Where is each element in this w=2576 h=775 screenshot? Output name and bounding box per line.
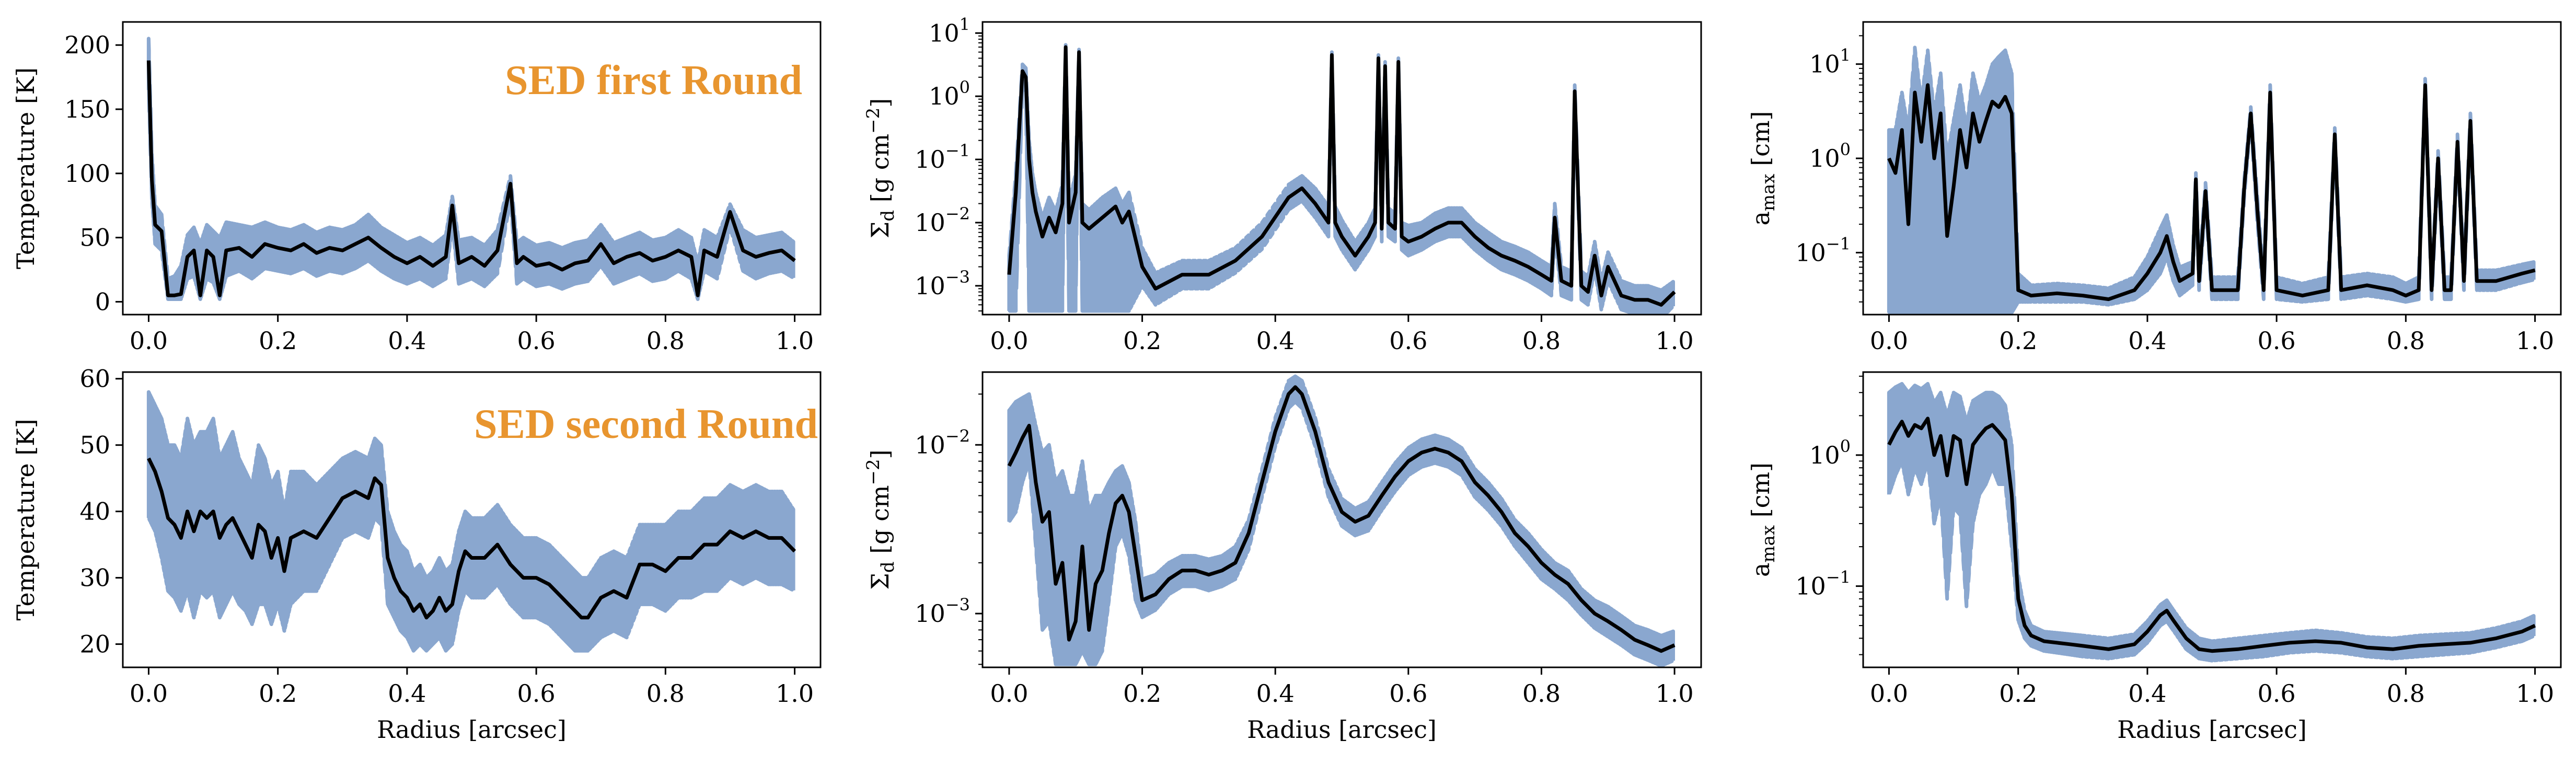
x-tick-label: 0.4 — [2128, 327, 2166, 355]
x-tick-label: 0.6 — [1389, 679, 1427, 708]
x-tick-label: 0.6 — [1389, 327, 1427, 355]
y-axis-label: Σd [g cm−2] — [863, 449, 898, 589]
x-tick-label: 0.4 — [1256, 679, 1295, 708]
x-tick-label: 0.0 — [990, 679, 1028, 708]
y-tick-label: 100 — [1809, 140, 1851, 172]
panel-p22: 0.0 0.2 0.4 0.6 0.8 1.0 10−3 10−2 Σd [g cm−2] Rad… — [863, 371, 1702, 744]
model-line — [1887, 83, 2536, 302]
y-tick-label: 10−1 — [915, 141, 970, 173]
x-tick-label: 0.4 — [2128, 679, 2166, 708]
x-tick-label: 0.4 — [388, 327, 426, 355]
x-tick-label: 1.0 — [1655, 679, 1693, 708]
x-tick-label: 0.4 — [1256, 327, 1295, 355]
x-tick-label: 0.4 — [388, 679, 426, 708]
y-tick-label: 10−3 — [915, 267, 970, 300]
y-tick-label: 101 — [929, 14, 970, 47]
y-tick-label: 0 — [95, 287, 110, 316]
x-tick-label: 0.0 — [990, 327, 1028, 355]
x-tick-label: 1.0 — [776, 327, 814, 355]
x-tick-label: 0.6 — [517, 679, 556, 708]
y-tick-label: 100 — [929, 77, 970, 110]
x-tick-label: 0.2 — [1999, 327, 2037, 355]
y-tick-label: 50 — [79, 431, 110, 459]
x-tick-label: 0.0 — [130, 679, 168, 708]
y-tick-label: 150 — [64, 95, 110, 123]
y-tick-label: 10−3 — [915, 595, 970, 628]
panel-p13: 0.0 0.2 0.4 0.6 0.8 1.0 10−1 100 101 amax [cm] — [1747, 21, 2562, 355]
y-tick-label: 10−1 — [1795, 568, 1851, 600]
plot-area — [1007, 374, 1676, 667]
x-tick-label: 1.0 — [2516, 679, 2554, 708]
model-line — [1007, 45, 1676, 307]
y-tick-label: 100 — [1809, 436, 1851, 469]
y-axis-label: Σd [g cm−2] — [863, 98, 898, 238]
y-tick-label: 60 — [79, 365, 110, 393]
model-line — [1887, 417, 2536, 653]
x-tick-label: 1.0 — [1655, 327, 1693, 355]
x-tick-label: 1.0 — [2516, 327, 2554, 355]
plot-area — [146, 37, 796, 301]
y-tick-label: 10−2 — [915, 204, 970, 237]
x-tick-label: 0.6 — [517, 327, 556, 355]
x-tick-label: 0.8 — [1522, 327, 1561, 355]
plot-area — [1887, 45, 2536, 315]
panel-p12: 0.0 0.2 0.4 0.6 0.8 1.0 10−3 10−2 10−1 100 101 Σd [… — [863, 14, 1702, 355]
y-tick-label: 40 — [79, 498, 110, 526]
plot-area — [1007, 43, 1676, 315]
x-tick-label: 0.2 — [259, 327, 297, 355]
x-tick-label: 0.2 — [259, 679, 297, 708]
y-tick-label: 10−2 — [915, 426, 970, 459]
axes-frame — [1862, 21, 2562, 316]
model-line — [146, 60, 796, 297]
y-axis-label: Temperature [K] — [11, 419, 40, 620]
plot-area — [1887, 381, 2536, 663]
panel-p23: 0.0 0.2 0.4 0.6 0.8 1.0 10−1 100 amax [cm] Radius… — [1747, 371, 2562, 744]
axes-frame — [122, 371, 822, 668]
x-tick-label: 0.6 — [2258, 327, 2296, 355]
axes-frame — [981, 371, 1702, 668]
panel-p11: 0.0 0.2 0.4 0.6 0.8 1.0 0 50 100 150 200 Temperatur… — [11, 21, 822, 355]
x-tick-label: 0.2 — [1999, 679, 2037, 708]
plot-area — [146, 390, 796, 653]
x-tick-label: 0.8 — [2387, 679, 2425, 708]
y-tick-label: 20 — [79, 630, 110, 658]
x-tick-label: 0.8 — [646, 679, 685, 708]
x-tick-label: 0.0 — [1870, 327, 1908, 355]
x-tick-label: 0.6 — [2258, 679, 2296, 708]
y-tick-label: 50 — [79, 224, 110, 252]
panel-p21: 0.0 0.2 0.4 0.6 0.8 1.0 20 30 40 50 60 Temperature … — [11, 365, 822, 744]
errorbar-band — [146, 37, 795, 301]
x-axis-label: Radius [arcsec] — [1247, 715, 1437, 744]
x-tick-label: 0.2 — [1123, 327, 1161, 355]
x-tick-label: 0.0 — [130, 327, 168, 355]
x-axis-label: Radius [arcsec] — [377, 715, 567, 744]
model-line — [147, 457, 796, 620]
panel-title: SED first Round — [505, 57, 802, 103]
y-tick-label: 30 — [79, 564, 110, 592]
y-axis-label: Temperature [K] — [11, 67, 40, 269]
x-tick-label: 0.8 — [2387, 327, 2425, 355]
x-tick-label: 1.0 — [776, 679, 814, 708]
model-line — [1007, 385, 1676, 653]
x-tick-label: 0.2 — [1123, 679, 1161, 708]
y-tick-label: 200 — [64, 31, 110, 59]
x-axis-label: Radius [arcsec] — [2117, 715, 2307, 744]
errorbar-band — [1887, 381, 2536, 663]
y-tick-label: 100 — [64, 159, 110, 188]
x-tick-label: 0.8 — [646, 327, 685, 355]
errorbar-band — [1007, 374, 1675, 667]
y-tick-label: 10−1 — [1795, 234, 1851, 267]
axes-frame — [1862, 371, 2562, 668]
x-tick-label: 0.8 — [1522, 679, 1561, 708]
y-axis-label: amax [cm] — [1747, 111, 1779, 225]
x-tick-label: 0.0 — [1870, 679, 1908, 708]
y-axis-label: amax [cm] — [1747, 462, 1779, 577]
axes-frame — [981, 21, 1702, 316]
y-tick-label: 101 — [1809, 45, 1851, 78]
panel-title: SED second Round — [474, 401, 818, 447]
axes-frame — [122, 21, 822, 316]
